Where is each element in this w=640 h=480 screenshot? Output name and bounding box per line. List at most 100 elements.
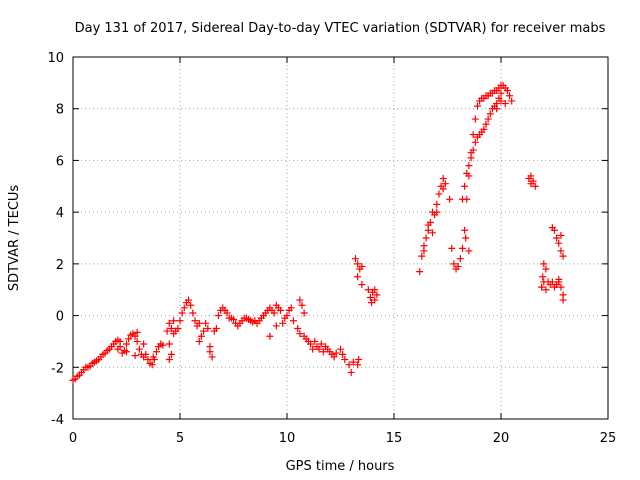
data-point <box>270 309 278 317</box>
data-point <box>461 226 469 234</box>
data-point <box>142 350 150 358</box>
data-point <box>135 345 143 353</box>
data-point <box>212 325 220 332</box>
data-point <box>123 340 130 348</box>
x-tick-label: 5 <box>176 431 184 446</box>
data-point <box>542 286 550 294</box>
data-point <box>422 234 430 242</box>
data-point <box>176 317 184 325</box>
data-point <box>283 312 291 320</box>
y-axis-label: SDTVAR / TECUs <box>7 185 22 292</box>
x-tick-label: 20 <box>493 431 510 446</box>
data-point <box>465 162 473 170</box>
data-point <box>486 110 494 118</box>
data-point <box>208 353 216 361</box>
data-point <box>418 252 426 260</box>
data-point <box>296 330 304 338</box>
data-point <box>178 309 186 317</box>
x-axis-label: GPS time / hours <box>286 459 395 474</box>
y-tick-label: 2 <box>56 258 64 273</box>
data-point <box>133 337 141 345</box>
data-point <box>309 345 317 353</box>
chart-title: Day 131 of 2017, Sidereal Day-to-day VTE… <box>75 21 606 36</box>
data-point <box>140 340 148 348</box>
data-point <box>539 273 547 281</box>
data-point <box>180 304 188 312</box>
data-point <box>204 325 212 332</box>
data-point <box>277 306 285 314</box>
data-point <box>484 115 492 123</box>
data-point <box>197 332 205 340</box>
data-point <box>471 115 479 123</box>
data-point <box>463 169 471 177</box>
data-point <box>450 260 458 268</box>
data-point <box>307 340 315 348</box>
data-point <box>187 301 195 309</box>
data-point <box>345 361 353 369</box>
axis-ticks <box>72 56 609 420</box>
data-point <box>195 319 203 327</box>
data-point <box>555 278 563 286</box>
y-tick-label: 8 <box>56 103 64 118</box>
data-point <box>165 356 173 364</box>
data-point <box>439 185 447 193</box>
x-tick-label: 0 <box>69 431 77 446</box>
data-point <box>206 343 214 351</box>
data-point <box>506 92 514 100</box>
data-point <box>420 247 428 255</box>
data-point <box>497 97 505 105</box>
data-point <box>300 309 308 317</box>
data-point <box>433 208 441 216</box>
data-point <box>555 239 563 247</box>
data-point <box>191 317 199 325</box>
data-point <box>559 252 567 260</box>
data-point <box>424 221 432 229</box>
data-point <box>435 190 443 198</box>
plot-frame <box>72 56 609 420</box>
data-point <box>551 226 558 234</box>
data-point <box>529 177 537 185</box>
data-point <box>366 293 374 301</box>
data-point <box>152 348 160 356</box>
data-point <box>493 105 501 113</box>
data-point <box>364 286 372 294</box>
data-series <box>69 81 567 384</box>
data-point <box>319 348 327 356</box>
data-point <box>289 317 297 325</box>
x-tick-label: 15 <box>386 431 403 446</box>
data-point <box>441 180 449 188</box>
data-point <box>354 273 362 281</box>
data-point <box>458 195 466 203</box>
data-point <box>358 281 366 289</box>
data-point <box>454 262 462 270</box>
data-point <box>223 309 231 317</box>
y-tick-label: -4 <box>51 413 64 428</box>
data-point <box>144 356 152 364</box>
x-tick-label: 25 <box>600 431 617 446</box>
data-point <box>317 340 325 348</box>
data-point <box>542 265 550 273</box>
data-point <box>527 172 535 180</box>
data-point <box>294 325 302 332</box>
data-point <box>349 358 357 366</box>
data-point <box>469 146 477 154</box>
data-point <box>497 89 505 97</box>
y-tick-label: -2 <box>51 361 64 376</box>
data-point <box>354 361 362 369</box>
data-point <box>557 231 565 239</box>
data-point <box>416 268 424 276</box>
data-point <box>503 87 511 95</box>
data-point <box>337 345 344 353</box>
data-point <box>159 341 167 349</box>
data-point <box>123 348 130 356</box>
data-point <box>332 349 340 357</box>
data-point <box>480 125 488 133</box>
data-point <box>467 154 475 162</box>
data-point <box>471 138 479 146</box>
data-point <box>439 175 447 183</box>
data-point <box>298 301 306 309</box>
data-point <box>557 247 565 255</box>
data-point <box>465 247 473 255</box>
data-point <box>200 327 208 335</box>
